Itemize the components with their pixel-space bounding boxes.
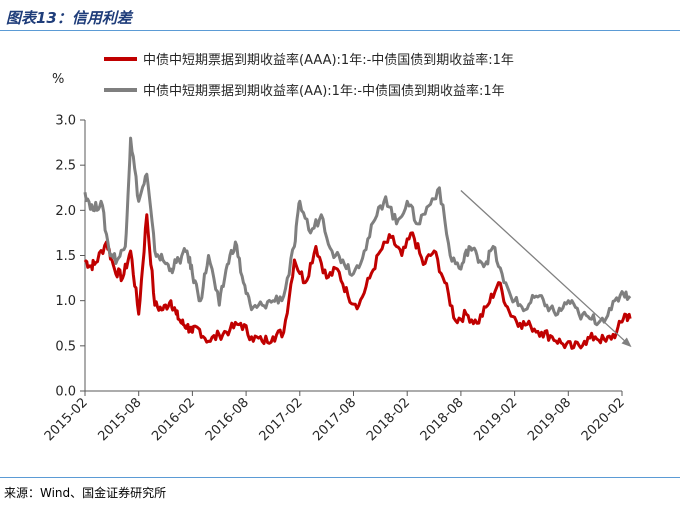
y-tick-label: 2.5 [55, 159, 76, 174]
x-tick-label: 2018-08 [418, 395, 467, 444]
bottom-divider [0, 477, 680, 478]
legend-label-aaa: 中债中短期票据到期收益率(AAA):1年:-中债国债到期收益率:1年 [143, 52, 514, 68]
x-tick-label: 2018-02 [364, 395, 413, 444]
y-tick-label: 0.5 [55, 339, 76, 354]
source-note: 来源：Wind、国金证券研究所 [4, 486, 167, 500]
x-axis: 2015-02 2015-08 2016-02 2016-08 2017-02 2017-… [42, 390, 628, 444]
y-axis: 0.0 0.5 1.0 1.5 2.0 2.5 3.0 [55, 114, 86, 400]
x-tick-label: 2019-08 [525, 395, 574, 444]
y-axis-unit: % [52, 72, 64, 87]
series-line-aa [83, 136, 632, 327]
trend-arrow [460, 189, 632, 348]
series-line-aaa [83, 213, 632, 350]
annotation-layer [460, 189, 632, 348]
y-tick-label: 0.0 [55, 385, 76, 400]
x-tick-label: 2020-02 [579, 395, 628, 444]
series-layer [83, 136, 632, 350]
x-tick-label: 2019-02 [471, 395, 520, 444]
legend: 中债中短期票据到期收益率(AAA):1年:-中债国债到期收益率:1年 中债中短期… [104, 52, 514, 99]
x-tick-label: 2017-08 [310, 395, 359, 444]
legend-label-aa: 中债中短期票据到期收益率(AA):1年:-中债国债到期收益率:1年 [143, 83, 505, 99]
y-tick-label: 3.0 [55, 114, 76, 129]
top-divider [0, 30, 680, 31]
y-tick-label: 1.0 [55, 294, 76, 309]
x-tick-label: 2016-08 [203, 395, 252, 444]
y-tick-label: 2.0 [55, 204, 76, 219]
x-tick-label: 2015-08 [96, 395, 145, 444]
x-tick-label: 2016-02 [149, 395, 198, 444]
line-chart: 中债中短期票据到期收益率(AAA):1年:-中债国债到期收益率:1年 中债中短期… [42, 52, 632, 444]
y-tick-label: 1.5 [55, 249, 76, 264]
chart-title: 图表13：信用利差 [6, 9, 132, 27]
x-tick-label: 2017-02 [257, 395, 306, 444]
x-tick-label: 2015-02 [42, 395, 91, 444]
